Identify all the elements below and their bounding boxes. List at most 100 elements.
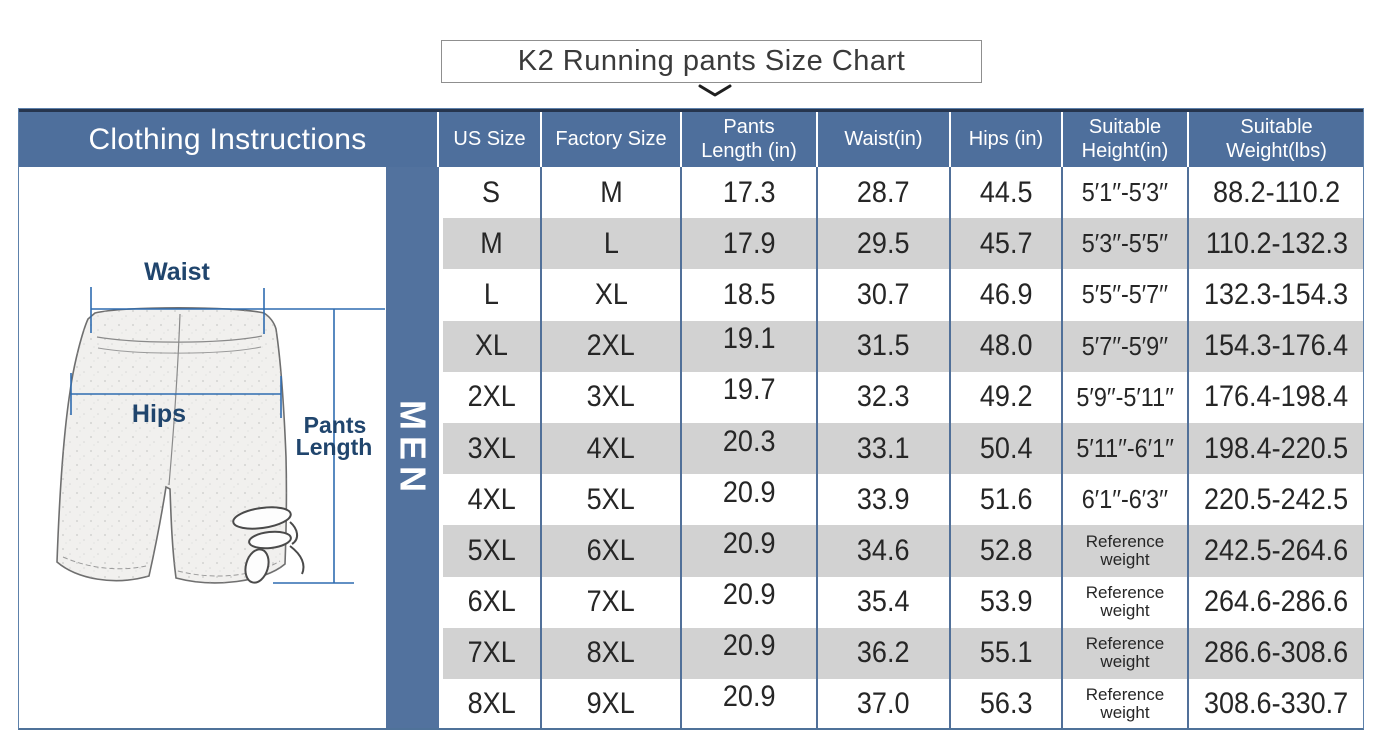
- table-row: M L 17.9 29.5 45.7 5′3′′-5′5′′ 110.2-132.3: [439, 218, 1364, 270]
- table-cell: Reference weight: [1063, 576, 1189, 628]
- chevron-down-icon: [698, 84, 732, 97]
- table-rows: S M 17.3 28.7 44.5 5′1′′-5′3′′ 88.2-110.2 M L 17.…: [439, 167, 1364, 731]
- table-cell: 20.9: [682, 576, 818, 628]
- table-cell: 45.7: [951, 218, 1063, 270]
- column-header: Factory Size: [542, 112, 682, 167]
- table-cell: 110.2-132.3: [1205, 226, 1348, 260]
- table-cell: 286.6-308.6: [1204, 636, 1349, 670]
- shorts-drawing: [56, 306, 305, 584]
- table-cell: 20.9: [682, 474, 818, 526]
- table-cell: 48.0: [951, 320, 1063, 372]
- table-cell: 18.5: [682, 269, 818, 321]
- table-cell: 6′1′′-6′3′′: [1063, 474, 1189, 526]
- table-cell: 6XL: [439, 576, 542, 628]
- column-header: Suitable Height(in): [1063, 112, 1189, 167]
- table-cell: 3XL: [439, 422, 542, 475]
- table-row: 2XL 3XL 19.7 32.3 49.2 5′9′′-5′11′′ 176.4-198.…: [439, 371, 1364, 423]
- table-cell: 5′5′′-5′7′′: [1063, 269, 1189, 321]
- table-cell: 242.5-264.6: [1204, 533, 1349, 567]
- table-cell: 49.2: [951, 371, 1063, 423]
- men-category-strip: MEN: [386, 167, 439, 730]
- table-cell: 20.9: [682, 627, 818, 679]
- table-cell: 29.5: [818, 218, 951, 270]
- table-cell: 88.2-110.2: [1212, 175, 1341, 209]
- table-cell: 3XL: [542, 371, 682, 423]
- table-row: 3XL 4XL 20.3 33.1 50.4 5′11′′-6′1′′ 198.4-220.…: [439, 422, 1364, 475]
- table-cell: 198.4-220.5: [1204, 431, 1349, 465]
- table-cell: XL: [439, 320, 542, 372]
- table-cell: 50.4: [951, 422, 1063, 475]
- table-cell: 264.6-286.6: [1204, 585, 1349, 619]
- clothing-instructions-header: Clothing Instructions: [18, 112, 439, 167]
- table-cell: 9XL: [542, 678, 682, 731]
- table-row: XL 2XL 19.1 31.5 48.0 5′7′′-5′9′′ 154.3-176.4: [439, 320, 1364, 372]
- table-cell: 4XL: [542, 422, 682, 475]
- table-cell: 5XL: [439, 525, 542, 577]
- table-cell: 8XL: [542, 627, 682, 679]
- table-cell: 32.3: [818, 371, 951, 423]
- column-header: Hips (in): [951, 112, 1063, 167]
- size-chart-table: Clothing Instructions US Size Factory Siz…: [18, 108, 1364, 731]
- measurement-lines: [70, 287, 385, 584]
- table-cell: 2XL: [439, 371, 542, 423]
- table-row: 5XL 6XL 20.9 34.6 52.8 Reference weight 242.5-…: [439, 525, 1364, 577]
- men-label: MEN: [392, 399, 434, 498]
- table-cell: 37.0: [818, 678, 951, 731]
- table-cell: 33.9: [818, 474, 951, 526]
- table-cell: 55.1: [951, 627, 1063, 679]
- table-cell: 30.7: [818, 269, 951, 321]
- table-cell: 8XL: [439, 678, 542, 731]
- table-cell: 5′7′′-5′9′′: [1063, 320, 1189, 372]
- table-cell: 33.1: [818, 422, 951, 475]
- table-cell: Reference weight: [1063, 525, 1189, 577]
- table-cell: 2XL: [542, 320, 682, 372]
- table-cell: 56.3: [951, 678, 1063, 731]
- table-cell: 20.9: [682, 678, 818, 731]
- table-cell: Reference weight: [1063, 678, 1189, 731]
- table-row: L XL 18.5 30.7 46.9 5′5′′-5′7′′ 132.3-154.3: [439, 269, 1364, 321]
- table-cell: 5′1′′-5′3′′: [1063, 167, 1189, 219]
- table-cell: 20.9: [682, 525, 818, 577]
- table-cell: 5′3′′-5′5′′: [1063, 218, 1189, 270]
- table-cell: M: [542, 167, 682, 219]
- table-cell: 44.5: [951, 167, 1063, 219]
- waist-label: Waist: [144, 258, 210, 286]
- table-cell: 5XL: [542, 474, 682, 526]
- table-header: Clothing Instructions US Size Factory Siz…: [18, 108, 1364, 167]
- table-cell: 308.6-330.7: [1204, 687, 1349, 721]
- table-cell: 4XL: [439, 474, 542, 526]
- table-cell: 17.3: [682, 167, 818, 219]
- table-cell: 36.2: [818, 627, 951, 679]
- column-header: Waist(in): [818, 112, 951, 167]
- table-cell: 28.7: [818, 167, 951, 219]
- brand-logo: [232, 506, 305, 584]
- table-row: 4XL 5XL 20.9 33.9 51.6 6′1′′-6′3′′ 220.5-242.5: [439, 474, 1364, 526]
- table-cell: 154.3-176.4: [1204, 329, 1349, 363]
- table-cell: 176.4-198.4: [1204, 380, 1349, 414]
- table-cell: L: [542, 218, 682, 270]
- pants-length-label-line2: Length: [296, 434, 373, 460]
- pants-length-label-line1: Pants: [304, 412, 367, 438]
- table-cell: 46.9: [951, 269, 1063, 321]
- table-cell: 34.6: [818, 525, 951, 577]
- column-header: Pants Length (in): [682, 112, 818, 167]
- table-cell: 132.3-154.3: [1204, 277, 1349, 311]
- table-cell: XL: [542, 269, 682, 321]
- table-cell: 5′9′′-5′11′′: [1063, 371, 1189, 423]
- shorts-illustration: Waist Hips Pants Length: [18, 167, 386, 730]
- table-row: 6XL 7XL 20.9 35.4 53.9 Reference weight 264.6-…: [439, 576, 1364, 628]
- table-row: 8XL 9XL 20.9 37.0 56.3 Reference weight 308.6-…: [439, 678, 1364, 731]
- table-cell: 19.7: [682, 371, 818, 423]
- table-cell: 31.5: [818, 320, 951, 372]
- table-cell: 220.5-242.5: [1204, 482, 1349, 516]
- table-cell: 7XL: [439, 627, 542, 679]
- table-body-area: Waist Hips Pants Length MEN S M 17.3 28.7 44…: [18, 167, 1364, 731]
- table-cell: 35.4: [818, 576, 951, 628]
- table-row: S M 17.3 28.7 44.5 5′1′′-5′3′′ 88.2-110.2: [439, 167, 1364, 219]
- table-cell: 5′11′′-6′1′′: [1063, 422, 1189, 475]
- table-cell: 19.1: [682, 320, 818, 372]
- table-cell: 6XL: [542, 525, 682, 577]
- table-cell: 52.8: [951, 525, 1063, 577]
- column-header: Suitable Weight(lbs): [1226, 115, 1327, 162]
- table-cell: M: [439, 218, 542, 270]
